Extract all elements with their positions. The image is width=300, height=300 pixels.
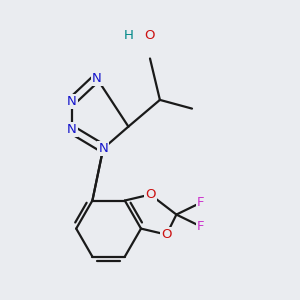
Text: F: F [197, 196, 205, 209]
Text: N: N [67, 95, 76, 108]
Text: F: F [197, 220, 205, 233]
Text: H: H [124, 29, 134, 42]
Text: O: O [144, 29, 154, 42]
Text: N: N [67, 123, 76, 136]
Text: O: O [145, 188, 156, 201]
Text: N: N [92, 71, 101, 85]
Text: N: N [98, 142, 108, 155]
Text: O: O [161, 228, 172, 241]
